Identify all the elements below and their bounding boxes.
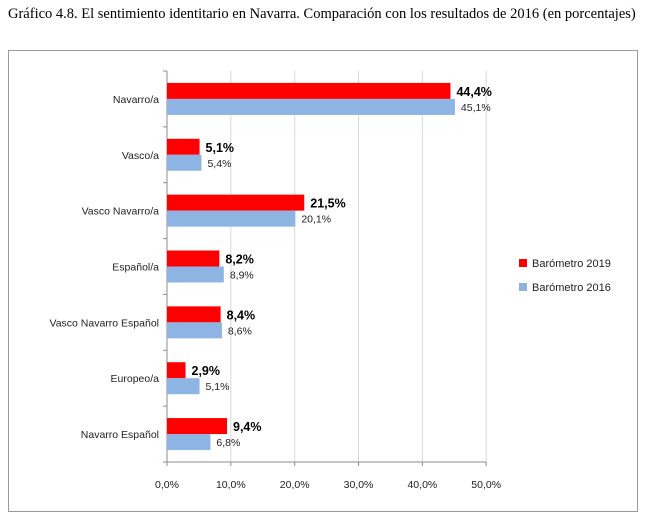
data-label-2019: 44,4% [456,85,491,99]
legend: Barómetro 2019 Barómetro 2016 [519,258,611,294]
x-tick-label: 20,0% [280,479,310,491]
category-label: Navarro/a [113,94,159,106]
x-tick-label: 0,0% [155,479,179,491]
category-label: Vasco Navarro Español [49,317,159,329]
category-label: Navarro Español [81,429,159,441]
data-label-2019: 8,4% [227,308,256,322]
bar-chart: 0,0% 10,0% 20,0% 30,0% 40,0% 50,0% Navarro/a 44… [49,70,611,491]
data-label-2016: 6,8% [216,437,240,449]
data-label-2016: 8,6% [228,325,252,337]
data-label-2019: 2,9% [192,364,221,378]
bar-2019 [167,250,220,267]
bar-2016 [167,322,222,339]
chart-frame: 0,0% 10,0% 20,0% 30,0% 40,0% 50,0% Navarro/a 44… [8,50,638,512]
bar-2019 [167,418,228,435]
data-label-2019: 9,4% [233,420,261,434]
legend-label: Barómetro 2019 [532,258,611,270]
bar-2016 [167,154,202,171]
x-tick-label: 40,0% [407,479,437,491]
category-label: Vasco/a [122,150,159,162]
bar-2019 [167,82,451,99]
bar-2016 [167,266,224,283]
bar-2016 [167,98,455,115]
x-tick-label: 10,0% [216,479,246,491]
data-label-2016: 45,1% [461,102,491,114]
legend-label: Barómetro 2016 [532,282,611,294]
data-label-2019: 8,2% [225,253,254,267]
data-label-2016: 5,4% [207,158,231,170]
data-label-2016: 20,1% [301,214,331,226]
category-label: Europeo/a [111,373,160,385]
x-tick-label: 50,0% [471,479,501,491]
category-label: Vasco Navarro/a [82,206,160,218]
bar-2019 [167,362,186,379]
legend-swatch [519,283,527,291]
data-label-2019: 5,1% [206,141,235,155]
x-tick-label: 30,0% [344,479,374,491]
bar-2016 [167,210,296,227]
bar-2019 [167,306,221,323]
data-label-2016: 8,9% [230,270,254,282]
legend-swatch [519,259,527,267]
bar-2019 [167,138,200,155]
category-label: Español/a [112,262,159,274]
data-label-2016: 5,1% [206,381,230,393]
bar-2016 [167,378,200,395]
data-label-2019: 21,5% [310,197,345,211]
chart-caption: Gráfico 4.8. El sentimiento identitario … [8,6,636,22]
bar-2016 [167,434,211,451]
bar-2019 [167,194,305,211]
